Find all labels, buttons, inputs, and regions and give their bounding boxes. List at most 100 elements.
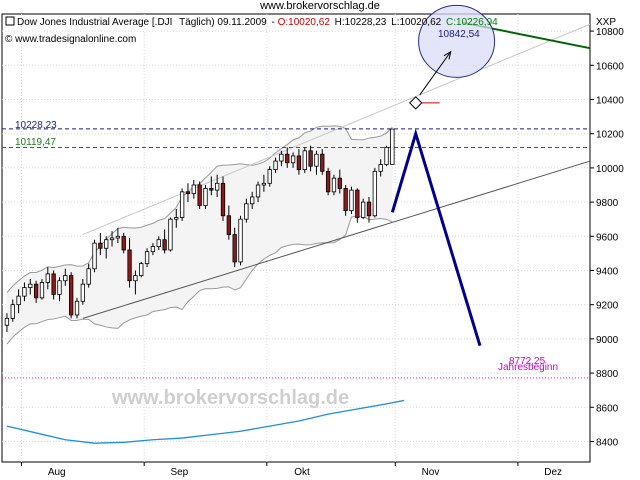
candle bbox=[150, 243, 156, 256]
candle bbox=[39, 279, 45, 300]
high-value: H:10228,23 bbox=[335, 17, 387, 28]
candle-body-up bbox=[238, 218, 243, 263]
candle-body-down bbox=[226, 215, 231, 235]
candle bbox=[191, 179, 196, 199]
target-label: 10842,54 bbox=[438, 29, 480, 40]
candle-body-up bbox=[361, 201, 366, 218]
target-arrow-line bbox=[419, 51, 452, 96]
candle bbox=[244, 198, 249, 223]
axis-symbol: XXP bbox=[596, 17, 616, 28]
candle-body-down bbox=[121, 235, 126, 251]
y-tick-label: 8800 bbox=[596, 369, 619, 380]
level-prev-label: 10119,47 bbox=[15, 137, 56, 148]
candle-body-up bbox=[244, 203, 249, 220]
candle bbox=[290, 152, 296, 168]
candle bbox=[115, 227, 121, 244]
candle bbox=[74, 297, 80, 319]
candle bbox=[355, 188, 360, 223]
candle bbox=[197, 181, 202, 209]
x-month-label: Sep bbox=[170, 467, 188, 478]
candle-body-up bbox=[349, 189, 354, 212]
lower-band bbox=[6, 215, 393, 345]
candle bbox=[372, 167, 377, 218]
candle bbox=[261, 174, 267, 192]
x-axis: Aug Sep Okt Nov Dez bbox=[21, 462, 562, 478]
candle bbox=[325, 167, 331, 196]
candle-body-up bbox=[267, 169, 272, 184]
candle-body-up bbox=[372, 170, 377, 217]
x-month-label: Dez bbox=[544, 467, 562, 478]
candle bbox=[174, 208, 179, 228]
candle-body-up bbox=[63, 275, 68, 282]
candle bbox=[267, 166, 272, 187]
candle-body-up bbox=[250, 196, 255, 205]
y-tick-label: 10800 bbox=[596, 27, 624, 38]
candle bbox=[384, 145, 389, 167]
candle-body-up bbox=[273, 160, 278, 171]
candle bbox=[185, 183, 191, 203]
candle bbox=[320, 149, 325, 175]
moving-average-line bbox=[6, 399, 405, 444]
candle bbox=[121, 232, 126, 254]
candle bbox=[220, 176, 226, 221]
svg-text:© www.tradesignalonli: © www.tradesignalonline.com bbox=[5, 34, 136, 45]
candle-body-down bbox=[320, 153, 325, 172]
candle-body-down bbox=[325, 170, 331, 193]
candle-body-down bbox=[220, 182, 226, 217]
candle-body-down bbox=[285, 153, 290, 164]
candle bbox=[314, 150, 319, 175]
candle bbox=[104, 236, 109, 259]
candle bbox=[156, 236, 161, 250]
candle-body-up bbox=[179, 191, 185, 218]
x-month-label: Nov bbox=[422, 467, 440, 478]
year-start-label: Jahresbeginn bbox=[498, 362, 558, 373]
candles bbox=[4, 128, 395, 333]
y-tick-label: 9800 bbox=[596, 198, 619, 209]
band-fill bbox=[6, 125, 393, 345]
candle-body-up bbox=[215, 182, 220, 191]
candle-body-up bbox=[279, 153, 284, 162]
candle-body-down bbox=[127, 249, 132, 282]
candle-body-down bbox=[232, 234, 237, 263]
candle bbox=[390, 128, 395, 165]
candle-body-up bbox=[74, 300, 80, 316]
candle bbox=[279, 150, 284, 167]
candle-body-down bbox=[162, 239, 167, 251]
candle-body-up bbox=[139, 263, 144, 277]
candle bbox=[179, 188, 185, 221]
candle-body-up bbox=[28, 283, 33, 288]
candle bbox=[250, 191, 255, 209]
candle bbox=[28, 279, 33, 295]
candle bbox=[162, 229, 167, 254]
candle-body-up bbox=[22, 287, 27, 297]
candle-body-up bbox=[109, 237, 115, 241]
year-start-value: 8772,25 bbox=[509, 356, 546, 367]
candle-body-up bbox=[331, 177, 337, 193]
candle bbox=[109, 231, 115, 247]
copyright-icon: © bbox=[5, 34, 15, 45]
target-diamond-icon bbox=[409, 96, 423, 110]
candle bbox=[22, 282, 27, 302]
candle bbox=[273, 157, 278, 174]
candle-body-up bbox=[156, 239, 161, 247]
candle-body-up bbox=[390, 128, 395, 165]
data-source: www.tradesignalonline.com bbox=[14, 34, 136, 45]
open-value: O:10020,62 bbox=[278, 17, 331, 28]
candle-body-up bbox=[45, 273, 50, 283]
candle-body-up bbox=[384, 146, 389, 165]
candle-body-down bbox=[308, 150, 313, 167]
candle-body-up bbox=[150, 246, 156, 253]
candle-body-up bbox=[261, 182, 267, 186]
watermark: www.brokervorschlag.de bbox=[111, 387, 349, 409]
low-value: L:10020,62 bbox=[391, 17, 441, 28]
candle bbox=[45, 267, 50, 290]
candle bbox=[308, 145, 313, 172]
candle bbox=[98, 232, 103, 256]
y-tick-label: 10400 bbox=[596, 95, 624, 106]
y-tick-label: 8600 bbox=[596, 403, 619, 414]
candle-body-down bbox=[366, 201, 372, 217]
candle-body-up bbox=[174, 217, 179, 220]
candle-body-up bbox=[4, 317, 10, 326]
candle bbox=[57, 277, 62, 302]
candle-body-up bbox=[104, 239, 109, 249]
